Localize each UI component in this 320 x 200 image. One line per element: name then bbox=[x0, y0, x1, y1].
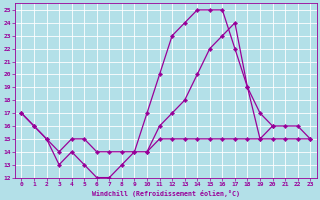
X-axis label: Windchill (Refroidissement éolien,°C): Windchill (Refroidissement éolien,°C) bbox=[92, 190, 240, 197]
